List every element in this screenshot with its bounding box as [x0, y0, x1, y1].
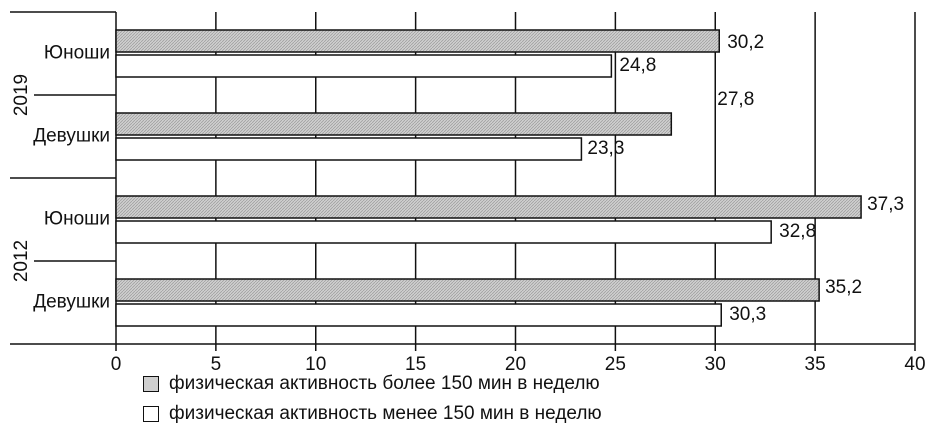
group-year-label: 2019 — [11, 74, 32, 116]
x-tick-label: 25 — [605, 354, 626, 375]
data-label: 24,8 — [619, 55, 656, 76]
legend-item-less: физическая активность менее 150 мин в не… — [143, 402, 602, 426]
legend-item-more: физическая активность более 150 мин в не… — [143, 372, 602, 396]
data-label: 27,8 — [717, 89, 754, 110]
x-tick-label: 0 — [111, 354, 122, 375]
bar-less — [115, 137, 583, 161]
x-tick-label: 30 — [705, 354, 726, 375]
data-label: 37,3 — [867, 194, 904, 215]
bar-more — [115, 278, 820, 302]
x-tick-label: 35 — [805, 354, 826, 375]
data-label: 35,2 — [825, 277, 862, 298]
category-label: Девушки — [33, 126, 110, 147]
category-label: Юноши — [44, 43, 110, 64]
data-label: 23,3 — [587, 138, 624, 159]
x-tick-label: 40 — [904, 354, 925, 375]
data-label: 30,3 — [729, 304, 766, 325]
legend-swatch-less — [143, 406, 159, 422]
data-label: 32,8 — [779, 221, 816, 242]
category-label: Юноши — [44, 209, 110, 230]
category-label: Девушки — [33, 292, 110, 313]
bar-less — [115, 303, 722, 327]
legend: физическая активность более 150 мин в не… — [143, 372, 602, 432]
bar-more — [115, 195, 862, 219]
x-tick-label: 10 — [305, 354, 326, 375]
legend-label-less: физическая активность менее 150 мин в не… — [169, 403, 602, 424]
bar-less — [115, 54, 613, 78]
bar-less — [115, 220, 772, 244]
legend-label-more: физическая активность более 150 мин в не… — [169, 373, 600, 394]
x-tick-label: 5 — [211, 354, 222, 375]
data-label: 30,2 — [727, 32, 764, 53]
x-tick-label: 20 — [505, 354, 526, 375]
bar-more — [115, 112, 673, 136]
bar-more — [115, 29, 720, 53]
x-tick-label: 15 — [405, 354, 426, 375]
legend-swatch-more — [143, 376, 159, 392]
group-year-label: 2012 — [11, 240, 32, 282]
